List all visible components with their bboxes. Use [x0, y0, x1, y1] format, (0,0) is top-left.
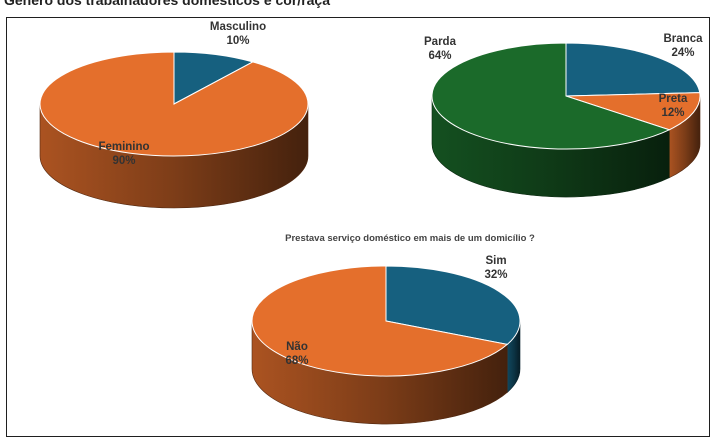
data-label-branca: Branca — [664, 33, 704, 45]
data-label-parda: Parda — [424, 36, 457, 48]
data-label-feminino: Feminino — [98, 141, 149, 153]
pie-slice-feminino — [39, 51, 309, 157]
chart-title: Prestava serviço doméstico em mais de um… — [285, 233, 535, 244]
pie-chart-multiple-households: Sim 32% Não 68% Prestava serviço doméstico e… — [251, 233, 535, 425]
clipped-header-text: Gênero dos trabalhadores domésticos e co… — [0, 0, 718, 16]
data-value-branca: 24% — [671, 47, 694, 59]
pie-slice-parda — [431, 42, 671, 150]
pie-chart-race: Branca 24% Preta 12% Parda 64% — [424, 33, 704, 198]
data-label-não: Não — [286, 341, 308, 353]
data-label-sim: Sim — [485, 255, 506, 267]
data-value-parda: 64% — [428, 50, 451, 62]
pie-slice-branca — [565, 42, 701, 97]
data-value-masculino: 10% — [226, 35, 249, 47]
data-value-não: 68% — [285, 355, 308, 367]
pie-slice-preta — [565, 92, 701, 131]
pie-slice-não — [251, 265, 509, 377]
data-label-masculino: Masculino — [210, 21, 266, 33]
pie-chart-gender: Masculino 10% Feminino 90% — [39, 21, 309, 209]
pie-slice-sim — [385, 265, 521, 345]
data-value-feminino: 90% — [112, 155, 135, 167]
data-label-preta: Preta — [659, 93, 688, 105]
clipped-header-label: Gênero dos trabalhadores domésticos e co… — [4, 0, 331, 8]
data-value-sim: 32% — [484, 269, 507, 281]
data-value-preta: 12% — [661, 107, 684, 119]
pie-slice-masculino — [173, 51, 255, 105]
